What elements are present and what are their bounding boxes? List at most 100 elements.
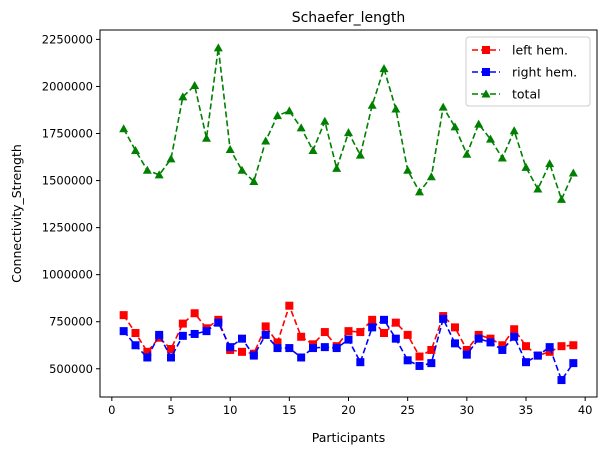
data-point-total bbox=[332, 163, 342, 172]
legend-item: left hem. bbox=[472, 43, 568, 58]
x-tick-label: 10 bbox=[223, 403, 238, 417]
data-point-left-hem bbox=[462, 345, 471, 354]
data-point-total bbox=[557, 194, 566, 203]
data-point-right-hem bbox=[391, 334, 400, 343]
data-point-left-hem bbox=[368, 315, 377, 324]
legend-box bbox=[465, 36, 591, 107]
data-point-right-hem bbox=[545, 343, 554, 352]
data-point-total bbox=[119, 124, 129, 133]
legend-label: left hem. bbox=[512, 43, 568, 58]
data-point-right-hem bbox=[498, 345, 507, 354]
series-total bbox=[119, 43, 578, 203]
data-point-right-hem bbox=[202, 327, 211, 336]
data-point-right-hem bbox=[238, 334, 246, 343]
data-point-right-hem bbox=[462, 350, 471, 359]
data-point-right-hem bbox=[557, 376, 566, 385]
data-point-right-hem bbox=[178, 331, 187, 340]
y-tick-label: 1250000 bbox=[42, 221, 93, 235]
data-point-total bbox=[344, 128, 353, 137]
data-point-right-hem bbox=[439, 314, 448, 323]
data-point-left-hem bbox=[320, 328, 329, 337]
data-point-left-hem bbox=[167, 345, 175, 354]
x-tick-label: 20 bbox=[341, 403, 356, 417]
y-tick-label: 1000000 bbox=[42, 268, 93, 282]
data-point-right-hem bbox=[261, 330, 270, 339]
data-point-left-hem bbox=[510, 325, 519, 334]
data-point-left-hem bbox=[557, 342, 566, 351]
series-right-hem bbox=[119, 314, 578, 385]
data-point-total bbox=[154, 170, 164, 179]
data-point-right-hem bbox=[285, 344, 294, 353]
y-tick-label: 1500000 bbox=[42, 174, 93, 188]
x-tick-label: 0 bbox=[108, 403, 115, 417]
chart-title: Schaefer_length bbox=[292, 10, 406, 26]
data-point-right-hem bbox=[119, 327, 128, 336]
y-tick-label: 2250000 bbox=[42, 32, 93, 46]
data-point-total bbox=[509, 126, 519, 135]
data-point-right-hem bbox=[309, 344, 317, 353]
x-tick-label: 35 bbox=[519, 403, 534, 417]
data-point-total bbox=[249, 177, 259, 186]
data-point-total bbox=[355, 150, 365, 159]
x-tick-label: 40 bbox=[578, 403, 593, 417]
legend-item: right hem. bbox=[472, 65, 577, 80]
data-point-right-hem bbox=[510, 332, 519, 341]
data-point-left-hem bbox=[273, 338, 282, 347]
y-tick-label: 750000 bbox=[49, 315, 93, 329]
y-tick-label: 2000000 bbox=[42, 79, 93, 93]
data-point-right-hem bbox=[451, 339, 459, 348]
x-tick-label: 5 bbox=[167, 403, 174, 417]
data-point-right-hem bbox=[167, 353, 175, 362]
x-axis: 0 5 10 15 20 25 30 35 40 bbox=[108, 397, 592, 417]
data-point-total bbox=[403, 165, 413, 174]
y-axis-label: Connectivity_Strength bbox=[9, 144, 24, 283]
x-axis-label: Participants bbox=[312, 430, 385, 445]
data-point-right-hem bbox=[403, 356, 412, 365]
data-point-right-hem bbox=[569, 359, 578, 368]
series-line-left-hem bbox=[122, 303, 574, 358]
data-point-total bbox=[273, 111, 282, 120]
data-point-total bbox=[462, 149, 472, 158]
data-point-left-hem bbox=[569, 341, 578, 350]
x-tick-label: 15 bbox=[282, 403, 297, 417]
data-point-total bbox=[190, 81, 200, 90]
data-point-total bbox=[261, 136, 271, 145]
data-point-right-hem bbox=[344, 335, 353, 344]
data-point-total bbox=[367, 100, 377, 109]
data-point-total bbox=[533, 184, 543, 193]
data-point-total bbox=[284, 106, 294, 115]
data-point-left-hem bbox=[285, 301, 294, 310]
x-tick-label: 25 bbox=[400, 403, 415, 417]
data-point-right-hem bbox=[155, 330, 164, 339]
data-point-left-hem bbox=[190, 309, 199, 318]
legend-label: total bbox=[512, 87, 541, 102]
data-point-right-hem bbox=[249, 351, 258, 360]
data-point-total bbox=[225, 145, 235, 154]
data-point-left-hem bbox=[143, 347, 152, 356]
data-point-right-hem bbox=[368, 323, 377, 332]
data-point-left-hem bbox=[415, 352, 424, 361]
data-point-total bbox=[486, 134, 495, 143]
data-point-right-hem bbox=[427, 359, 436, 368]
legend-marker bbox=[481, 89, 491, 98]
y-tick-label: 500000 bbox=[49, 362, 93, 376]
data-point-total bbox=[308, 145, 318, 154]
data-point-total bbox=[166, 154, 176, 163]
data-point-right-hem bbox=[320, 343, 329, 352]
data-point-total bbox=[142, 165, 152, 174]
data-point-right-hem bbox=[190, 329, 199, 338]
data-point-total bbox=[497, 153, 507, 162]
data-point-right-hem bbox=[356, 358, 365, 367]
data-point-left-hem bbox=[545, 347, 554, 356]
y-tick-label: 1750000 bbox=[42, 127, 93, 141]
data-point-left-hem bbox=[356, 328, 365, 337]
legend-marker bbox=[482, 46, 490, 54]
data-point-right-hem bbox=[522, 358, 530, 367]
data-point-right-hem bbox=[214, 318, 223, 327]
data-point-total bbox=[202, 133, 211, 142]
legend: left hem. right hem. total bbox=[465, 36, 591, 107]
series-left-hem bbox=[119, 301, 578, 361]
legend-item: total bbox=[472, 87, 541, 102]
data-point-right-hem bbox=[486, 338, 495, 347]
data-point-right-hem bbox=[533, 351, 542, 360]
